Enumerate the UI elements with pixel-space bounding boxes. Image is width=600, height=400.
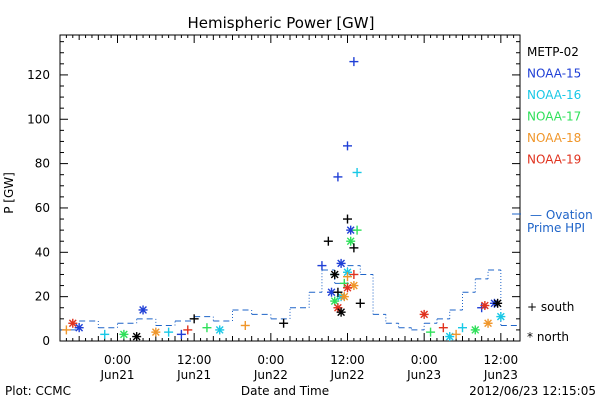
north-marker (496, 312, 506, 322)
x-tick-label-time: 0:00 (257, 353, 284, 367)
south-marker (61, 325, 71, 335)
north-marker (138, 305, 148, 315)
x-axis-label: Date and Time (241, 384, 329, 398)
south-marker (202, 323, 212, 333)
north-marker (132, 332, 142, 342)
north-marker (419, 309, 429, 319)
legend: METP-02 NOAA-15 NOAA-16 NOAA-17 NOAA-18 NOAA-… (512, 45, 593, 344)
y-tick-label: 0 (42, 334, 50, 348)
north-marker (483, 318, 493, 328)
plot-frame (59, 34, 521, 342)
south-marker (333, 287, 343, 297)
north-marker (336, 307, 346, 317)
north-marker (470, 325, 480, 335)
south-marker (164, 327, 174, 337)
north-marker (336, 258, 346, 268)
legend-entry: NOAA-18 (527, 131, 581, 145)
south-marker (349, 269, 359, 279)
south-marker (343, 214, 352, 224)
x-tick-label-time: 12:00 (177, 353, 212, 367)
x-tick-label-time: 12:00 (484, 353, 519, 367)
north-marker (330, 269, 340, 279)
x-tick-label-date: Jun22 (329, 368, 364, 382)
south-marker (451, 329, 461, 339)
north-marker (151, 327, 161, 337)
x-tick-label-date: Jun23 (483, 368, 518, 382)
legend-north: * north (527, 330, 569, 344)
north-marker (349, 281, 359, 291)
south-marker (343, 272, 352, 282)
north-marker (445, 332, 455, 342)
x-tick-label-time: 12:00 (330, 353, 365, 367)
legend-ovation-name: Prime HPI (527, 221, 585, 235)
y-tick-label: 80 (35, 157, 50, 171)
legend-entry: NOAA-15 (527, 67, 581, 81)
x-tick-label-date: Jun23 (406, 368, 441, 382)
north-marker (74, 323, 84, 333)
north-marker (68, 318, 78, 328)
footer-plot-credit: Plot: CCMC (5, 384, 71, 398)
south-marker (333, 172, 343, 182)
north-marker (343, 283, 352, 293)
legend-entry: NOAA-17 (527, 110, 581, 124)
south-marker (323, 236, 333, 246)
south-marker (352, 167, 362, 177)
chart-title: Hemispheric Power [GW] (188, 14, 375, 32)
south-marker (183, 325, 193, 335)
south-marker (317, 261, 327, 271)
north-marker (339, 292, 349, 302)
plot-area: 0204060801001200:00Jun2112:00Jun210:00Ju… (27, 34, 521, 382)
legend-south: + south (527, 300, 574, 314)
y-tick-label: 40 (35, 245, 50, 259)
y-tick-label: 100 (27, 112, 50, 126)
south-marker (100, 329, 110, 339)
south-marker (343, 141, 352, 151)
x-tick-label-date: Jun21 (99, 368, 134, 382)
x-tick-label-time: 0:00 (411, 353, 438, 367)
south-marker (189, 314, 199, 324)
south-marker (355, 298, 365, 308)
south-marker (438, 323, 448, 333)
south-marker (458, 323, 467, 333)
x-tick-label-date: Jun22 (253, 368, 288, 382)
north-marker (119, 329, 129, 339)
south-marker (349, 243, 359, 253)
south-marker (426, 327, 436, 337)
north-marker (346, 236, 356, 246)
north-marker (215, 325, 225, 335)
x-tick-label-date: Jun21 (176, 368, 211, 382)
south-marker (240, 320, 250, 330)
y-tick-label: 120 (27, 68, 50, 82)
legend-ovation-line: — Ovation (530, 208, 593, 222)
south-marker (349, 57, 359, 67)
south-marker (352, 225, 362, 235)
north-marker (330, 296, 340, 306)
footer-timestamp: 2012/06/23 12:15:05 (469, 384, 596, 398)
south-marker (279, 318, 289, 328)
legend-entry: NOAA-19 (527, 153, 581, 167)
south-marker (176, 329, 186, 339)
legend-entry: NOAA-16 (527, 88, 581, 102)
north-marker (493, 298, 503, 308)
x-tick-label-time: 0:00 (104, 353, 131, 367)
legend-entry: METP-02 (527, 45, 579, 59)
y-axis-label: P [GW] (2, 172, 16, 214)
north-marker (480, 301, 490, 311)
y-tick-label: 20 (35, 290, 50, 304)
y-tick-label: 60 (35, 201, 50, 215)
